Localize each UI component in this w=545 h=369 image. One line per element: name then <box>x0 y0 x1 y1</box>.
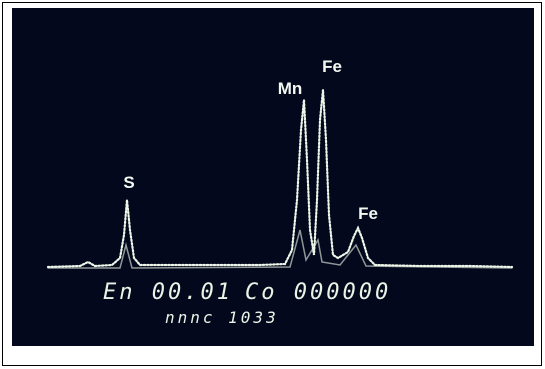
peak-label: Fe <box>322 57 342 76</box>
peak-label: Fe <box>358 204 378 223</box>
photo: S Mn Fe Fe En 00.01 Co 000000 nnnc 1033 <box>0 0 545 369</box>
peak-label: Mn <box>278 79 303 98</box>
peak-label: S <box>123 173 134 192</box>
readout-counts: Co 000000 <box>245 280 391 305</box>
readout-status: nnnc 1033 <box>165 308 279 327</box>
readout-energy: En 00.01 <box>103 280 233 305</box>
screen-photo: S Mn Fe Fe En 00.01 Co 000000 nnnc 1033 <box>0 0 545 369</box>
